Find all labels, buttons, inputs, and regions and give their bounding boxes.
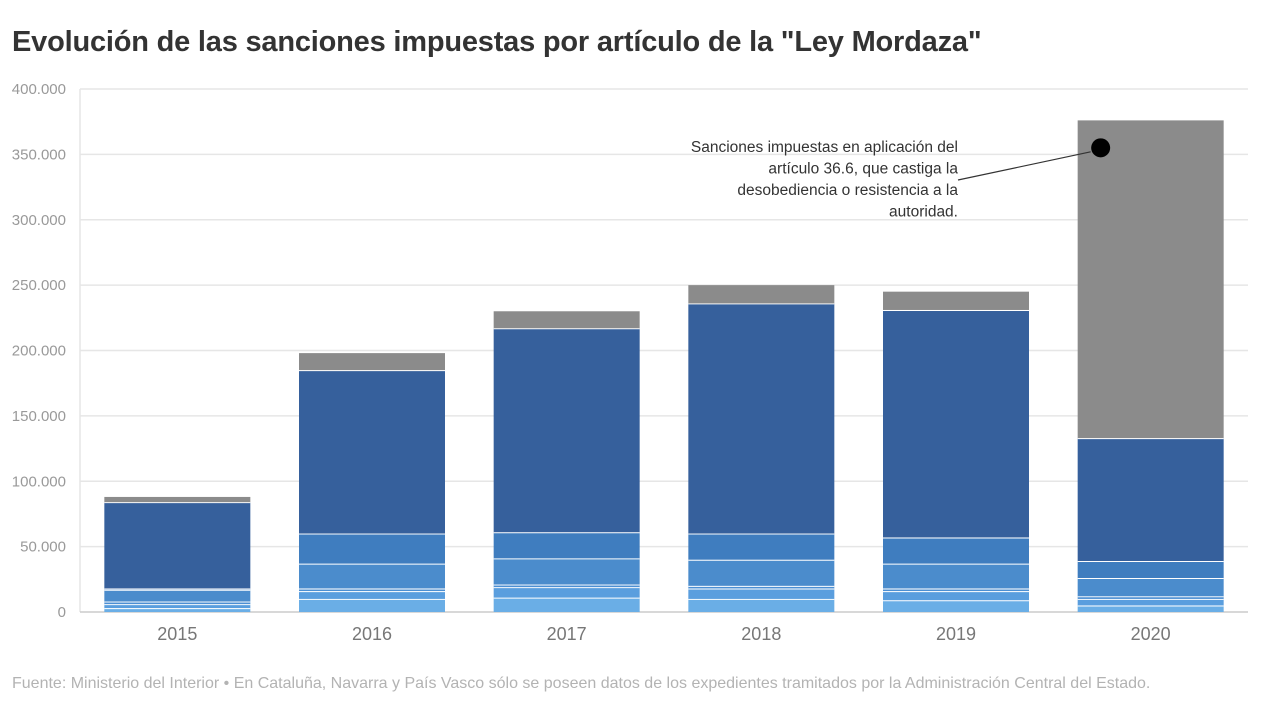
bar-segment bbox=[493, 587, 640, 598]
annotation-text: Sanciones impuestas en aplicación del bbox=[691, 139, 958, 156]
bar-segment bbox=[688, 559, 835, 586]
annotation: Sanciones impuestas en aplicación del art… bbox=[691, 138, 1111, 221]
bar-segment bbox=[688, 588, 835, 599]
bar-segment bbox=[688, 598, 835, 612]
stacked-bar-chart: 0 50.000 100.000 150.000 200.000 250.000 300.0… bbox=[12, 81, 1248, 644]
bar-segment bbox=[883, 309, 1029, 538]
x-tick-label: 2016 bbox=[352, 624, 392, 644]
bars bbox=[104, 120, 1224, 612]
y-tick-label: 150.000 bbox=[12, 408, 66, 425]
bar-segment bbox=[883, 291, 1029, 310]
bar-segment bbox=[104, 502, 251, 589]
y-tick-label: 200.000 bbox=[12, 343, 66, 360]
bar-segment bbox=[493, 311, 640, 329]
bar-segment bbox=[493, 558, 640, 585]
annotation-text: desobediencia o resistencia a la bbox=[737, 182, 958, 199]
bar-segment bbox=[299, 353, 445, 371]
y-tick-label: 0 bbox=[58, 604, 66, 621]
y-tick-label: 50.000 bbox=[20, 539, 66, 556]
bar-segment bbox=[883, 600, 1029, 612]
x-tick-label: 2020 bbox=[1131, 624, 1171, 644]
y-tick-label: 350.000 bbox=[12, 146, 66, 163]
annotation-text: artículo 36.6, que castiga la bbox=[768, 161, 958, 178]
annotation-marker bbox=[1091, 138, 1111, 158]
bar-segment bbox=[299, 533, 445, 564]
bar-segment bbox=[1077, 596, 1224, 599]
x-tick-label: 2015 bbox=[157, 624, 197, 644]
bar-segment bbox=[493, 532, 640, 559]
bar-segment bbox=[104, 589, 251, 602]
annotation-text: autoridad. bbox=[889, 204, 958, 221]
bar-segment bbox=[883, 588, 1029, 592]
annotation-connector bbox=[957, 151, 1091, 181]
x-axis-ticks: 2015 2016 2017 2018 2019 2020 bbox=[157, 624, 1170, 644]
bar-segment bbox=[688, 285, 835, 304]
bar-segment bbox=[104, 601, 251, 605]
bar-segment bbox=[493, 584, 640, 588]
bar-segment bbox=[883, 591, 1029, 601]
bar-segment bbox=[104, 604, 251, 609]
x-tick-label: 2019 bbox=[936, 624, 976, 644]
bar-segment bbox=[688, 585, 835, 589]
y-tick-label: 250.000 bbox=[12, 277, 66, 294]
bar-segment bbox=[1077, 578, 1224, 597]
y-axis-ticks: 0 50.000 100.000 150.000 200.000 250.000 300.0… bbox=[12, 81, 66, 621]
bar-segment bbox=[688, 303, 835, 534]
bar-segment bbox=[1077, 120, 1224, 439]
source-note: Fuente: Ministerio del Interior • En Cat… bbox=[12, 675, 1151, 692]
bar-segment bbox=[493, 328, 640, 533]
bar-segment bbox=[1077, 605, 1224, 612]
bar-segment bbox=[883, 563, 1029, 589]
bar-segment bbox=[1077, 561, 1224, 579]
y-tick-label: 400.000 bbox=[12, 81, 66, 98]
y-tick-label: 300.000 bbox=[12, 212, 66, 229]
bar-segment bbox=[104, 496, 251, 503]
bar-segment bbox=[104, 608, 251, 612]
bar-segment bbox=[299, 588, 445, 592]
bar-segment bbox=[299, 598, 445, 612]
bar-segment bbox=[883, 537, 1029, 564]
gridlines bbox=[79, 88, 1248, 613]
x-tick-label: 2017 bbox=[547, 624, 587, 644]
bar-segment bbox=[299, 591, 445, 599]
bar-segment bbox=[299, 370, 445, 534]
y-tick-label: 100.000 bbox=[12, 473, 66, 490]
bar-segment bbox=[299, 563, 445, 589]
bar-segment bbox=[1077, 598, 1224, 606]
chart-title: Evolución de las sanciones impuestas por… bbox=[12, 26, 982, 58]
x-tick-label: 2018 bbox=[741, 624, 781, 644]
bar-segment bbox=[1077, 438, 1224, 562]
bar-segment bbox=[493, 597, 640, 612]
bar-segment bbox=[688, 533, 835, 560]
